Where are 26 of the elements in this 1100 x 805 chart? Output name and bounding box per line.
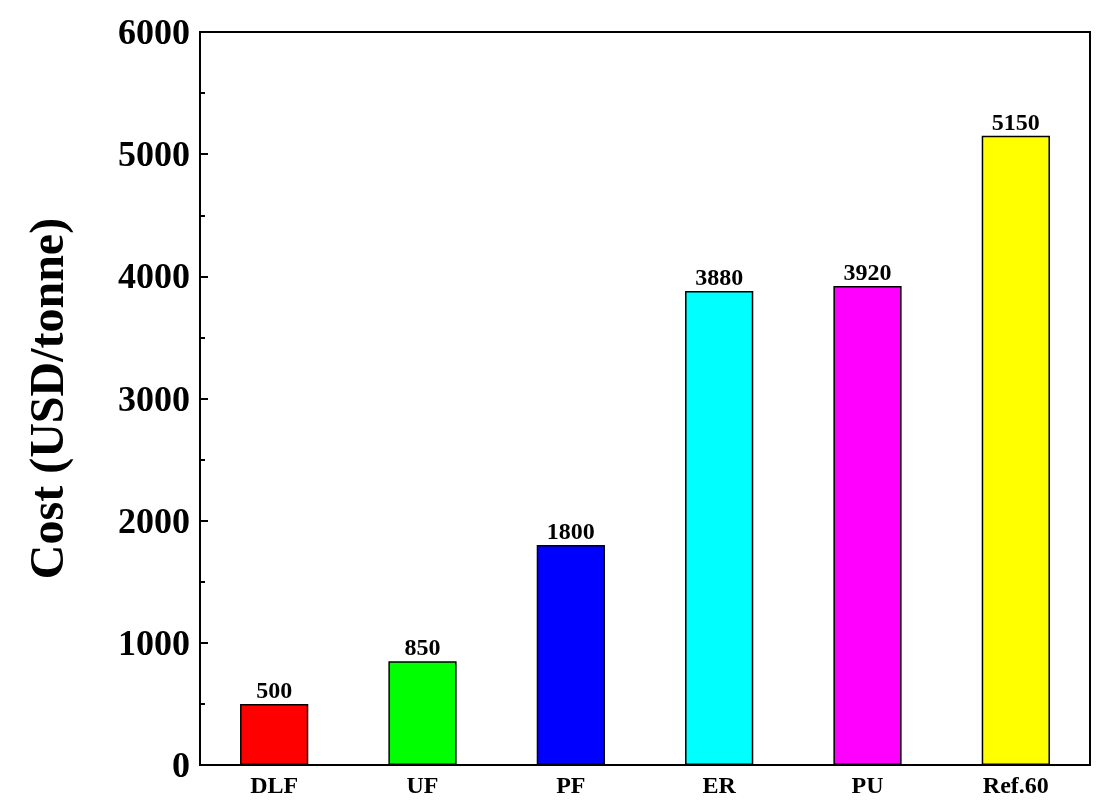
data-label: 850 [404,634,441,661]
y-tick-label: 3000 [118,378,190,419]
bar [981,135,1050,765]
y-tick-label: 6000 [118,12,190,52]
data-label: 3880 [695,263,744,290]
bar [388,661,457,765]
bar [240,703,309,765]
bar [833,286,902,765]
y-tick-label: 0 [172,745,190,785]
bar [536,545,605,765]
x-tick-label: PF [556,772,586,798]
x-tick-label: PU [851,772,884,798]
data-label: 1800 [546,518,595,545]
bar [685,290,754,765]
y-tick-label: 5000 [118,134,190,175]
data-label: 3920 [843,259,892,286]
data-label: 500 [256,676,293,703]
y-tick-label: 4000 [118,256,190,297]
x-tick-label: UF [406,772,439,798]
x-tick-label: DLF [250,772,299,798]
y-tick-label: 1000 [118,622,190,663]
y-axis-title: Cost (USD/tonne) [19,217,74,580]
y-tick-label: 2000 [118,500,190,541]
x-tick-label: Ref.60 [982,772,1049,798]
data-label: 5150 [991,108,1040,135]
x-tick-label: ER [702,772,737,798]
